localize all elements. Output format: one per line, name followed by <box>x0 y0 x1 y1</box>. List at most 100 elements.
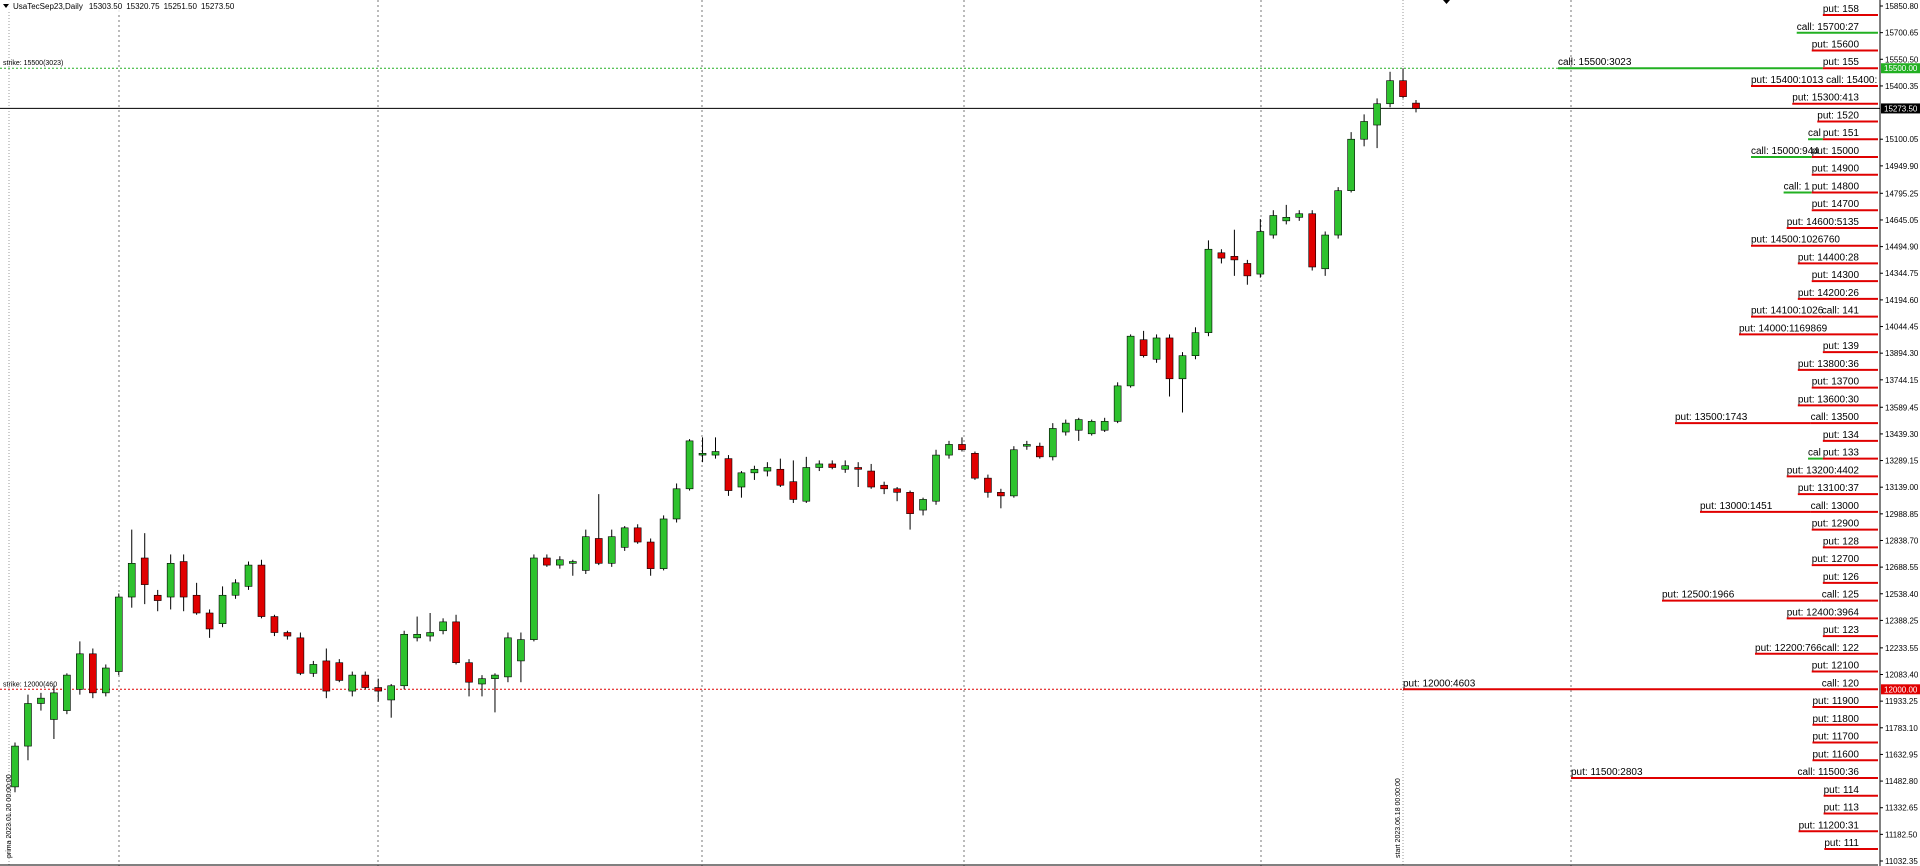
candle-body <box>724 458 733 491</box>
level-label: put: 15400:1013 call: 15400: <box>1751 75 1877 86</box>
level-label: put: 14100:1026 <box>1751 306 1824 317</box>
menu-arrow[interactable] <box>3 4 9 8</box>
level-label: put: 12400:3964 <box>1787 607 1860 618</box>
level-label: put: 14600:5135 <box>1787 217 1860 228</box>
level-label: call: 13000 <box>1811 501 1860 512</box>
level-label: put: 11700 <box>1812 732 1859 743</box>
candle-body <box>1023 444 1031 447</box>
candle-body <box>854 467 862 470</box>
candle-body <box>192 594 201 614</box>
candle-body <box>439 621 447 632</box>
y-tick-label: 13289.15 <box>1885 457 1919 466</box>
y-tick-label: 14795.25 <box>1885 189 1919 198</box>
level-label: put: 155 <box>1823 57 1860 68</box>
candle-body <box>179 561 188 598</box>
level-label: call: 1 <box>1784 181 1811 192</box>
candle-body <box>1010 449 1018 497</box>
header: UsaTecSep23,Daily 15303.50 15320.75 15251.… <box>0 0 1450 12</box>
candle-body <box>166 563 175 598</box>
candle-body <box>880 484 888 490</box>
level-label: put: 1520 <box>1817 110 1859 121</box>
y-tick-label: 14949.90 <box>1885 162 1919 171</box>
level-label: put: 14200:26 <box>1798 288 1860 299</box>
candle-body <box>413 633 421 639</box>
level-label: put: 12000:4603 <box>1403 678 1476 689</box>
candle-body <box>348 674 357 692</box>
y-tick-label: 11332.65 <box>1885 804 1918 813</box>
level-label: put: 12700 <box>1812 554 1860 565</box>
y-tick-label: 12988.85 <box>1885 510 1919 519</box>
candle-body <box>685 440 694 490</box>
candle-body <box>127 563 136 598</box>
level-label: put: 11800 <box>1812 714 1859 725</box>
candle-body <box>919 499 927 511</box>
level-label: cal <box>1808 448 1821 459</box>
candle-body <box>89 653 97 694</box>
level-label: call: 15700:27 <box>1797 22 1860 33</box>
candle-body <box>802 467 811 502</box>
candles <box>11 68 1420 793</box>
candle-body <box>296 637 305 674</box>
y-tick-label: 11182.50 <box>1885 830 1918 839</box>
y-tick-label: 11933.25 <box>1885 697 1918 706</box>
candle-body <box>971 452 979 479</box>
price-marker-label: 15273.50 <box>1884 104 1918 113</box>
level-label: put: 11600 <box>1812 749 1859 760</box>
level-label: put: 11200:31 <box>1799 820 1860 831</box>
candle-body <box>1243 263 1252 277</box>
y-tick-label: 13744.15 <box>1885 376 1919 385</box>
option-levels: put: 158 call: 15700:27 put: 15600 call: 15… <box>1403 4 1878 851</box>
candle-body <box>244 564 253 587</box>
level-label: put: 111 <box>1824 838 1859 849</box>
level-label: put: 13500:1743 <box>1675 412 1748 423</box>
strike-label: strike: 12000(460 <box>3 681 57 688</box>
y-tick-label: 13589.45 <box>1885 403 1919 412</box>
level-label: put: 12500:1966 <box>1662 590 1735 601</box>
candle-body <box>1412 102 1420 109</box>
candle-body <box>1113 385 1122 422</box>
level-label: call: 15500:3023 <box>1558 57 1632 68</box>
candle-body <box>893 488 901 493</box>
candle-body <box>698 452 707 456</box>
candle-body <box>1282 216 1291 222</box>
level-label: put: 134 <box>1823 430 1860 441</box>
candle-body <box>1373 103 1381 126</box>
candle-body <box>1321 234 1329 270</box>
y-tick-label: 13139.00 <box>1885 483 1919 492</box>
strikes: strike: 15500(3023) strike: 12000(460 <box>0 60 1880 690</box>
candle-body <box>1061 422 1070 433</box>
level-label: put: 14000:1169869 <box>1739 323 1828 334</box>
candle-body <box>1048 428 1057 458</box>
candle-body <box>958 444 966 451</box>
candle-body <box>763 467 772 472</box>
candle-body <box>24 703 32 747</box>
y-tick-label: 11032.35 <box>1885 857 1918 866</box>
candle-body <box>1217 252 1226 259</box>
candle-body <box>50 692 58 720</box>
level-label: put: 158 <box>1823 4 1860 15</box>
header-ohlc: 15251.50 <box>164 2 198 11</box>
candle-body <box>984 477 992 493</box>
candle-body <box>1074 419 1083 431</box>
candle-body <box>556 559 564 566</box>
candle-body <box>218 594 227 624</box>
header-background <box>0 0 230 12</box>
y-tick-label: 14494.90 <box>1885 243 1919 252</box>
level-label: call: 120 <box>1822 678 1860 689</box>
candle-body <box>789 481 798 500</box>
y-tick-label: 11482.80 <box>1885 777 1918 786</box>
candle-body <box>374 687 383 692</box>
candle-body <box>828 463 837 468</box>
level-label: call: 13500 <box>1811 412 1860 423</box>
y-tick-label: 13894.30 <box>1885 349 1919 358</box>
candle-body <box>11 745 19 788</box>
level-label: put: 113 <box>1824 803 1860 814</box>
event-label: prima 2023.01.20 00:00:00 <box>6 774 13 858</box>
candle-body <box>1139 339 1148 357</box>
candle-body <box>867 470 875 488</box>
y-tick-label: 13439.30 <box>1885 430 1919 439</box>
candle-body <box>1399 80 1407 97</box>
candle-body <box>504 637 512 678</box>
candle-body <box>335 662 344 681</box>
candle-body <box>569 561 577 564</box>
